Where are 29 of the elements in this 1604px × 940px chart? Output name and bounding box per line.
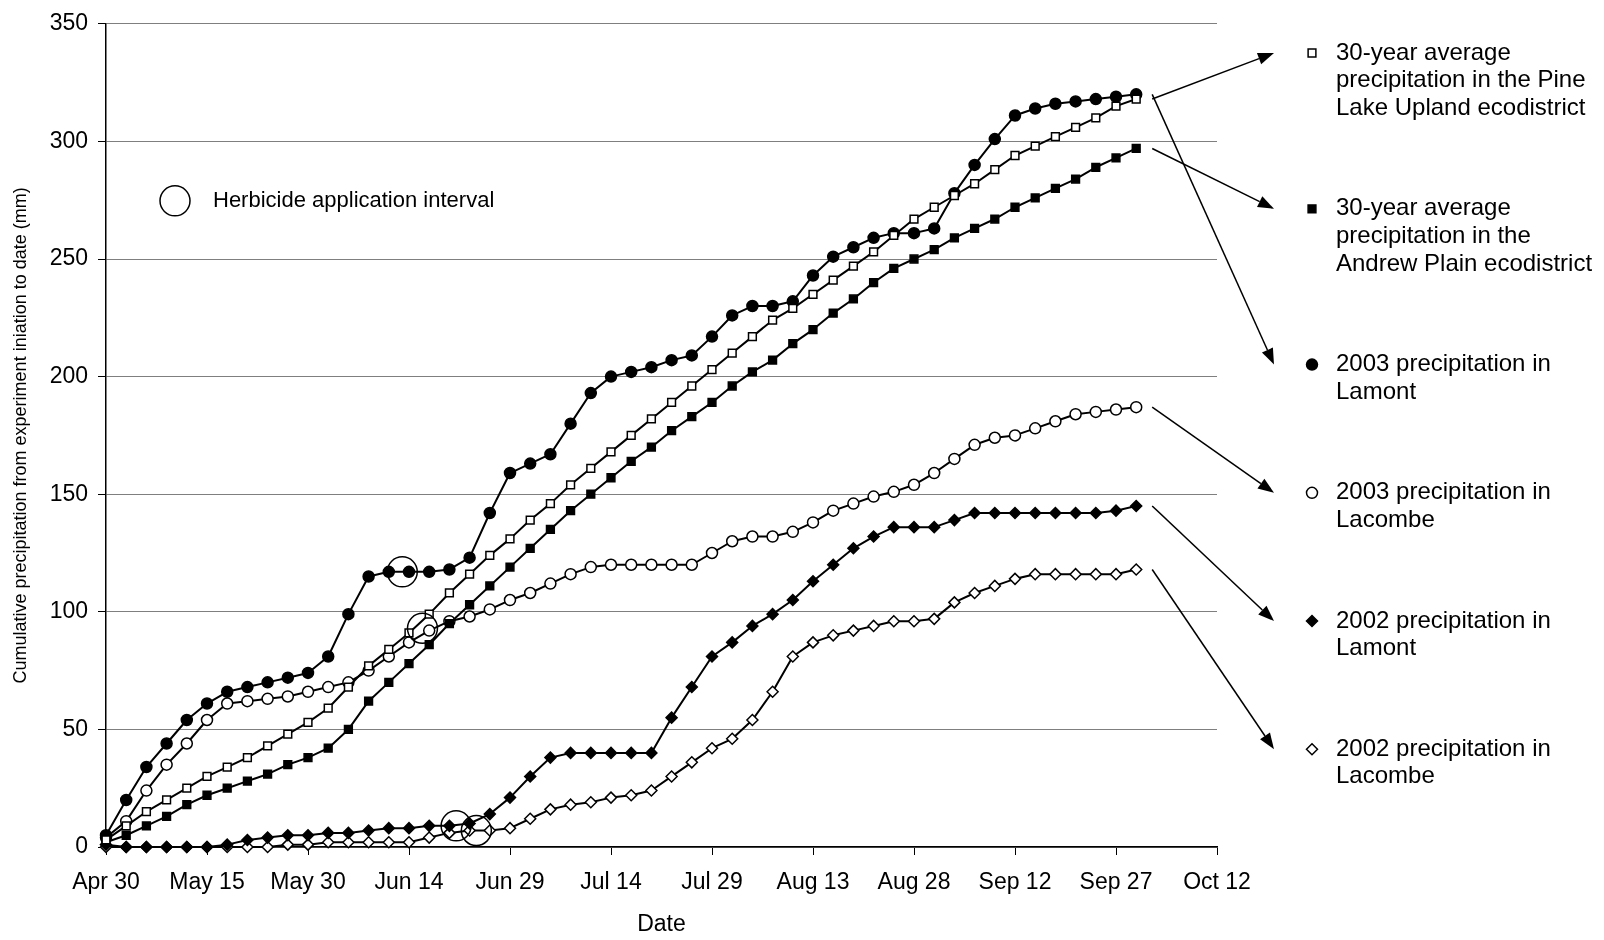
legend-label: 2002 precipitation in Lamont: [1336, 605, 1551, 661]
legend-label: 2003 precipitation in Lamont: [1336, 349, 1551, 404]
x-tick-label: Jun 14: [374, 868, 444, 895]
legend-label: 30-year average precipitation in the Pine Lake Upland ecodistrict: [1336, 37, 1586, 120]
x-tick-label: Aug 28: [877, 868, 951, 895]
x-tick-label: May 30: [270, 868, 346, 895]
x-tick-label: Apr 30: [72, 868, 140, 895]
x-tick-label: Jul 29: [681, 868, 743, 895]
y-tick-label: 350: [49, 9, 88, 36]
x-tick-label: Aug 13: [776, 868, 850, 895]
legend-label: 2003 precipitation in Lacombe: [1336, 477, 1551, 533]
y-tick-label: 100: [49, 597, 88, 624]
x-tick-label: Sep 27: [1079, 868, 1153, 895]
y-axis-title: Cumulative precipitation from experiment iniation to date (mm): [9, 187, 30, 684]
x-tick-label: Jun 29: [475, 868, 545, 895]
y-tick-label: 50: [62, 714, 88, 741]
legend-label: Herbicide application interval: [213, 186, 495, 212]
legend-label: 30-year average precipitation in the Andrew Plain ecodistrict: [1336, 193, 1593, 276]
y-tick-label: 300: [49, 126, 88, 153]
x-tick-label: Jul 14: [580, 868, 642, 895]
y-tick-label: 250: [49, 244, 88, 271]
x-tick-label: Sep 12: [978, 868, 1052, 895]
x-axis-title: Date: [637, 909, 686, 936]
y-tick-label: 150: [49, 479, 88, 506]
legend-label: 2002 precipitation in Lacombe: [1336, 733, 1551, 789]
y-tick-label: 200: [49, 361, 88, 388]
x-tick-label: Oct 12: [1183, 868, 1251, 895]
y-tick-label: 0: [75, 832, 88, 859]
x-tick-label: May 15: [169, 868, 245, 895]
